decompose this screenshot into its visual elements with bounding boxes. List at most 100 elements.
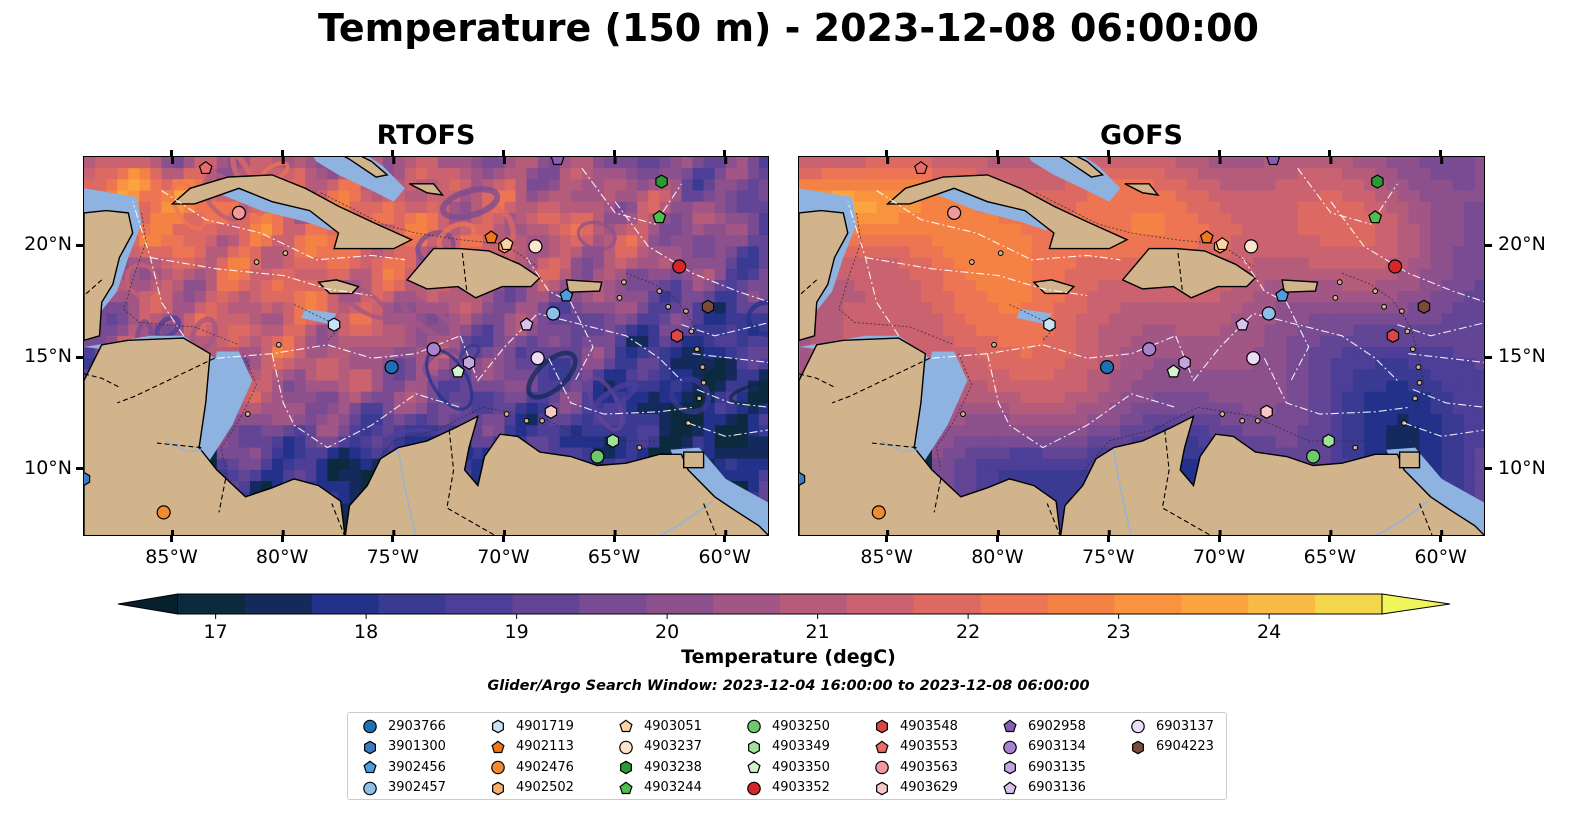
float-marker-4903563 bbox=[947, 205, 962, 220]
legend-item-4902502: 4902502 bbox=[490, 778, 574, 798]
float-marker-3902457 bbox=[546, 306, 561, 321]
lon-tick-mark bbox=[280, 150, 284, 156]
lon-tick-mark bbox=[885, 150, 889, 156]
map-canvas-gofs bbox=[799, 157, 1484, 535]
legend-label: 4903250 bbox=[772, 718, 830, 734]
legend-item-4903563: 4903563 bbox=[874, 757, 958, 777]
lon-tick-mark bbox=[885, 536, 889, 542]
lon-tick-label: 65°W bbox=[1303, 546, 1357, 568]
lon-tick-label: 75°W bbox=[366, 546, 420, 568]
legend-item-4903553: 4903553 bbox=[874, 737, 958, 757]
legend-label: 3902457 bbox=[388, 780, 446, 795]
legend-label: 6902958 bbox=[1028, 718, 1086, 734]
legend-label: 4903350 bbox=[772, 759, 830, 775]
float-marker-6904223 bbox=[1417, 299, 1431, 314]
colorbar-segment bbox=[579, 594, 647, 614]
search-window-text: Glider/Argo Search Window: 2023-12-04 16… bbox=[487, 678, 1090, 694]
colorbar-segment bbox=[913, 594, 982, 614]
float-marker-4903350 bbox=[1166, 364, 1181, 378]
legend-item-3901300: 3901300 bbox=[362, 737, 446, 757]
circle-marker-icon bbox=[363, 781, 377, 795]
float-marker-3901300 bbox=[84, 471, 91, 487]
lat-tick-label: 15°N bbox=[1498, 345, 1546, 368]
float-marker-4903548 bbox=[670, 328, 684, 344]
float-marker-4903548 bbox=[1386, 328, 1400, 344]
lon-tick-mark bbox=[995, 536, 999, 542]
float-marker-2903766 bbox=[384, 360, 399, 375]
colorbar-segment bbox=[1248, 594, 1316, 614]
legend-label: 4902502 bbox=[516, 780, 574, 795]
colorbar-segment bbox=[713, 594, 781, 614]
panel-title-rtofs: RTOFS bbox=[376, 120, 476, 151]
float-marker-4902113 bbox=[484, 230, 499, 244]
legend-label: 4903237 bbox=[644, 739, 702, 754]
float-marker-4903250 bbox=[590, 449, 605, 464]
lon-tick-mark bbox=[391, 536, 395, 542]
circle-marker-icon bbox=[1131, 719, 1145, 734]
legend-label: 4902476 bbox=[516, 759, 574, 775]
lat-tick-mark bbox=[76, 467, 83, 471]
lon-tick-mark bbox=[1106, 536, 1110, 542]
colorbar-segment bbox=[1114, 594, 1182, 614]
lon-tick-mark bbox=[995, 150, 999, 156]
colorbar-over-arrow bbox=[1381, 593, 1451, 615]
legend-label: 4903051 bbox=[644, 718, 702, 734]
circle-marker-icon bbox=[619, 740, 633, 754]
float-marker-3902456 bbox=[1275, 288, 1290, 302]
legend-item-4903237: 4903237 bbox=[618, 737, 702, 757]
float-marker-4903051 bbox=[499, 236, 514, 251]
colorbar-under-arrow bbox=[117, 593, 179, 615]
legend-item-4903548: 4903548 bbox=[874, 716, 958, 736]
float-marker-4903349 bbox=[606, 433, 620, 449]
legend-item-6903135: 6903135 bbox=[1002, 757, 1086, 777]
pentagon-marker-icon bbox=[619, 781, 633, 794]
map-canvas-rtofs bbox=[84, 157, 768, 535]
legend-label: 2903766 bbox=[388, 718, 446, 734]
float-marker-4903629 bbox=[544, 404, 558, 420]
float-marker-4901719 bbox=[1043, 317, 1056, 332]
colorbar-tick-label: 24 bbox=[1257, 621, 1281, 642]
legend-item-4903250: 4903250 bbox=[746, 716, 830, 736]
hexagon-marker-icon bbox=[492, 719, 504, 734]
lat-tick-label: 15°N bbox=[24, 345, 72, 368]
float-marker-6902958 bbox=[1266, 157, 1281, 166]
legend-item-6903136: 6903136 bbox=[1002, 778, 1086, 798]
float-marker-4903629 bbox=[1260, 404, 1273, 420]
float-marker-4903553 bbox=[914, 160, 928, 175]
hexagon-marker-icon bbox=[876, 781, 888, 795]
pentagon-marker-icon bbox=[491, 740, 505, 753]
colorbar: 17 18 19 20 21 22 23 24 bbox=[117, 593, 1451, 642]
lon-tick-label: 85°W bbox=[860, 546, 913, 568]
legend-item-4902476: 4902476 bbox=[490, 757, 574, 777]
float-marker-4901719 bbox=[327, 317, 341, 332]
lon-tick-mark bbox=[1217, 536, 1221, 542]
legend-item-2903766: 2903766 bbox=[362, 716, 446, 736]
legend-item-4902113: 4902113 bbox=[490, 737, 574, 757]
lon-tick-mark bbox=[1328, 536, 1332, 542]
legend-item-4903352: 4903352 bbox=[746, 778, 830, 798]
pentagon-marker-icon bbox=[747, 760, 761, 774]
legend-label: 4903244 bbox=[644, 780, 702, 795]
legend-label: 3902456 bbox=[388, 759, 446, 775]
lat-tick-mark bbox=[76, 355, 83, 359]
float-marker-4902113 bbox=[1199, 230, 1214, 244]
lon-tick-mark bbox=[1439, 536, 1443, 542]
lon-tick-mark bbox=[723, 150, 727, 156]
hexagon-marker-icon bbox=[876, 719, 888, 734]
float-marker-6903134 bbox=[426, 342, 441, 357]
lat-tick-mark bbox=[1485, 355, 1492, 359]
lat-tick-mark bbox=[1485, 243, 1492, 247]
panel-title-gofs: GOFS bbox=[1099, 120, 1183, 151]
float-marker-4903553 bbox=[198, 160, 213, 175]
legend-label: 4903629 bbox=[900, 780, 958, 795]
hexagon-marker-icon bbox=[620, 760, 632, 775]
legend-label: 4903548 bbox=[900, 718, 958, 734]
lon-tick-mark bbox=[1439, 150, 1443, 156]
legend-label: 4903563 bbox=[900, 759, 958, 775]
lon-tick-label: 70°W bbox=[1192, 546, 1246, 568]
hexagon-marker-icon bbox=[1004, 760, 1016, 775]
colorbar-segment bbox=[1181, 594, 1249, 614]
legend-item-3902457: 3902457 bbox=[362, 778, 446, 798]
lat-tick-label: 20°N bbox=[1498, 233, 1546, 256]
pentagon-marker-icon bbox=[363, 760, 377, 774]
